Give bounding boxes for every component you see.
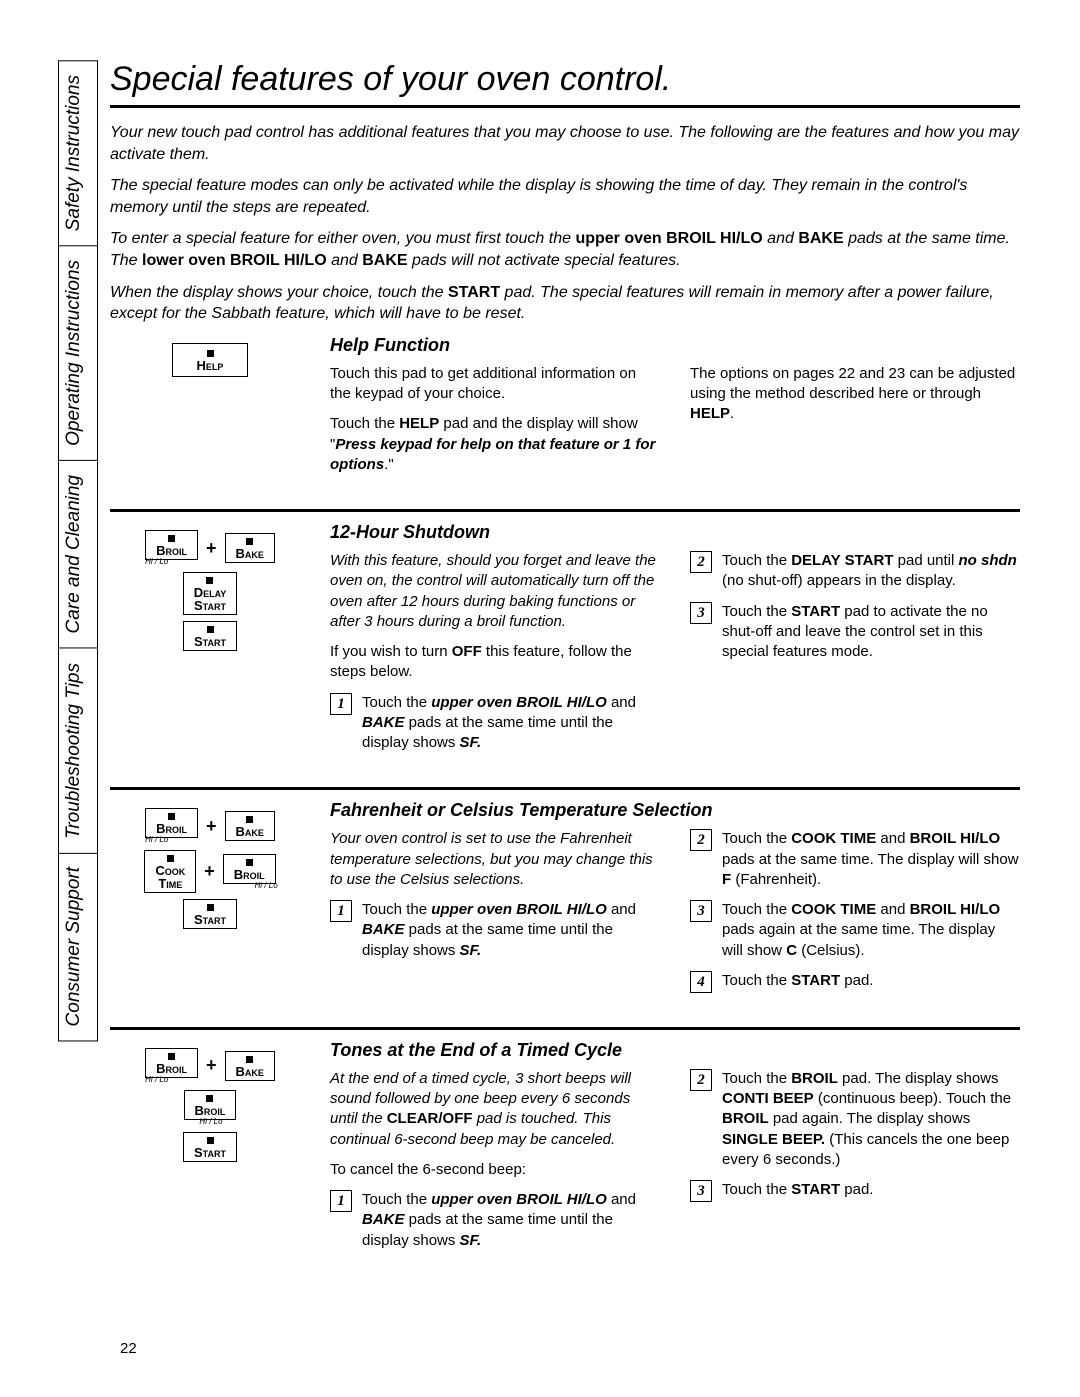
pad-bake: Bake — [225, 533, 275, 563]
rule — [110, 1027, 1020, 1030]
temp-step2: 2 Touch the COOK TIME and BROIL HI/LO pa… — [690, 829, 1020, 890]
plus-icon: + — [204, 861, 215, 882]
tones-step1: 1 Touch the upper oven BROIL HI/LO and B… — [330, 1190, 660, 1251]
temp-step3: 3 Touch the COOK TIME and BROIL HI/LO pa… — [690, 900, 1020, 961]
temp-title: Fahrenheit or Celsius Temperature Select… — [330, 800, 1020, 821]
pad-help: Help — [172, 343, 249, 377]
section-temp: Broil Hi / Lo + Bake CookTime + Broil Hi… — [110, 800, 1020, 1003]
shutdown-step3: 3 Touch the START pad to activate the no… — [690, 602, 1020, 663]
tab-operating: Operating Instructions — [58, 246, 98, 461]
intro-p1: Your new touch pad control has additiona… — [110, 122, 1020, 165]
intro-p2: The special feature modes can only be ac… — [110, 175, 1020, 218]
page-number: 22 — [120, 1340, 137, 1357]
side-tabs: Safety Instructions Operating Instructio… — [58, 60, 98, 1042]
pad-bake: Bake — [225, 1051, 275, 1081]
tones-l2: To cancel the 6-second beep: — [330, 1160, 660, 1180]
plus-icon: + — [206, 1055, 217, 1076]
temp-step1: 1 Touch the upper oven BROIL HI/LO and B… — [330, 900, 660, 961]
pad-start: Start — [183, 1132, 237, 1162]
pad-cook-time: CookTime — [144, 850, 196, 893]
pad-broil: Broil — [145, 808, 198, 838]
shutdown-l2: If you wish to turn OFF this feature, fo… — [330, 642, 660, 683]
section-shutdown: Broil Hi / Lo + Bake DelayStart Start 12… — [110, 522, 1020, 763]
title-rule — [110, 105, 1020, 108]
pad-start: Start — [183, 899, 237, 929]
rule — [110, 509, 1020, 512]
pad-broil: Broil — [145, 1048, 198, 1078]
help-r1: The options on pages 22 and 23 can be ad… — [690, 364, 1020, 425]
pad-bake: Bake — [225, 811, 275, 841]
intro-p3: To enter a special feature for either ov… — [110, 228, 1020, 271]
help-l2: Touch the HELP pad and the display will … — [330, 414, 660, 475]
temp-step4: 4 Touch the START pad. — [690, 971, 1020, 993]
tab-safety: Safety Instructions — [58, 60, 98, 246]
shutdown-l1: With this feature, should you forget and… — [330, 551, 660, 632]
section-help: Help Help Function Touch this pad to get… — [110, 335, 1020, 485]
pad-broil: Broil — [145, 530, 198, 560]
pad-broil: Broil — [223, 854, 276, 884]
temp-l1: Your oven control is set to use the Fahr… — [330, 829, 660, 890]
intro-p4: When the display shows your choice, touc… — [110, 282, 1020, 325]
tones-title: Tones at the End of a Timed Cycle — [330, 1040, 1020, 1061]
tones-l1: At the end of a timed cycle, 3 short bee… — [330, 1069, 660, 1150]
tab-troubleshooting: Troubleshooting Tips — [58, 649, 98, 854]
tab-support: Consumer Support — [58, 853, 98, 1041]
intro: Your new touch pad control has additiona… — [110, 122, 1020, 325]
pad-broil: Broil — [184, 1090, 237, 1120]
shutdown-title: 12-Hour Shutdown — [330, 522, 1020, 543]
shutdown-step2: 2 Touch the DELAY START pad until no shd… — [690, 551, 1020, 592]
help-title: Help Function — [330, 335, 1020, 356]
page-title: Special features of your oven control. — [110, 60, 1020, 99]
help-l1: Touch this pad to get additional informa… — [330, 364, 660, 405]
shutdown-step1: 1 Touch the upper oven BROIL HI/LO and B… — [330, 693, 660, 754]
rule — [110, 787, 1020, 790]
tones-step2: 2 Touch the BROIL pad. The display shows… — [690, 1069, 1020, 1170]
pad-delay-start: DelayStart — [183, 572, 238, 615]
plus-icon: + — [206, 816, 217, 837]
plus-icon: + — [206, 538, 217, 559]
tab-care: Care and Cleaning — [58, 461, 98, 648]
pad-start: Start — [183, 621, 237, 651]
section-tones: Broil Hi / Lo + Bake Broil Hi / Lo Start… — [110, 1040, 1020, 1261]
tones-step3: 3 Touch the START pad. — [690, 1180, 1020, 1202]
